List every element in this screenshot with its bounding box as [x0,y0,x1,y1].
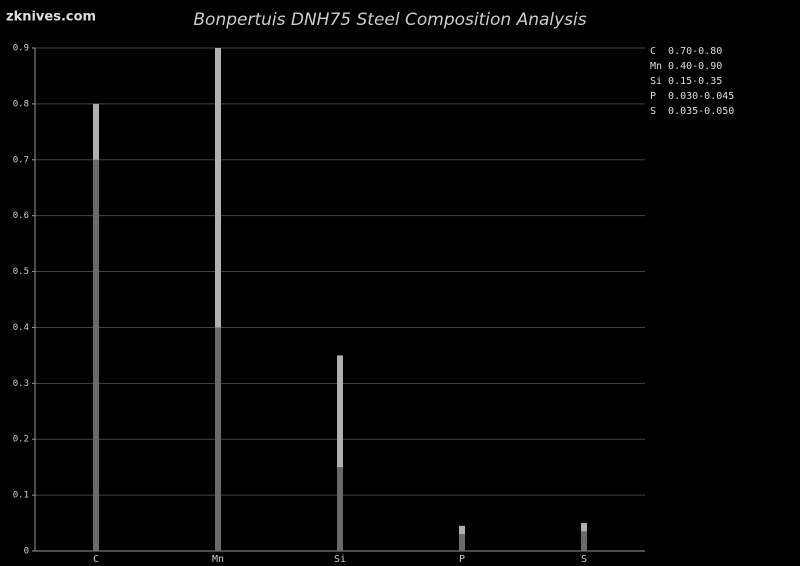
bar-min [337,467,343,551]
chart-title: Bonpertuis DNH75 Steel Composition Analy… [193,10,586,30]
x-tick-label: Mn [212,554,224,565]
x-tick-label: C [93,554,99,565]
y-tick-label: 0.6 [13,211,29,221]
bar-min [93,159,99,551]
y-tick-label: 0.4 [13,323,29,333]
bar-min [459,534,465,551]
y-tick-label: 0.1 [13,491,29,501]
bar-min [581,531,587,551]
legend-entry: C 0.70-0.80 [650,46,722,57]
y-tick-label: 0.8 [13,99,29,109]
bar-range [459,525,465,535]
watermark: zknives.com [6,10,96,25]
y-tick-label: 0 [24,547,29,557]
y-tick-label: 0.9 [13,44,29,54]
legend-entry: S 0.035-0.050 [650,106,734,117]
bar-range [337,355,343,468]
legend-entry: Si 0.15-0.35 [650,76,722,87]
y-tick-label: 0.7 [13,155,29,165]
bar-range [215,48,221,328]
x-tick-label: S [581,554,587,565]
bar-range [581,523,587,532]
legend-entry: P 0.030-0.045 [650,91,734,102]
y-tick-label: 0.2 [13,435,29,445]
x-tick-label: P [459,554,465,565]
y-tick-label: 0.3 [13,379,29,389]
bar-min [215,327,221,551]
bar-range [93,103,99,160]
y-tick-label: 0.5 [13,267,29,277]
x-tick-label: Si [334,554,346,565]
legend-entry: Mn 0.40-0.90 [650,61,722,72]
